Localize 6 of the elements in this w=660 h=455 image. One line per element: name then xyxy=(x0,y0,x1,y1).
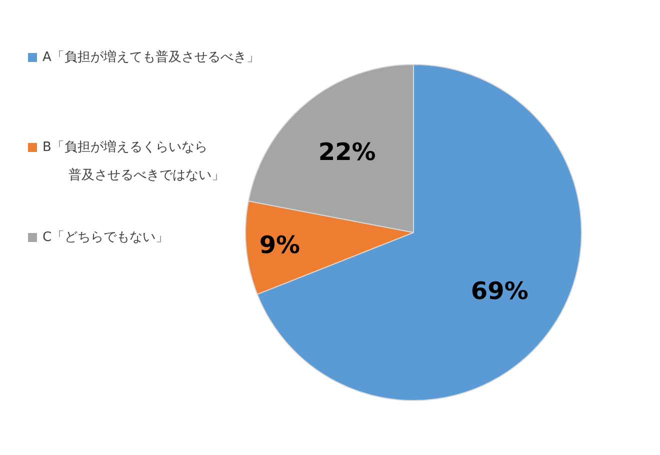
data-label: 22% xyxy=(318,138,376,166)
data-label: 69% xyxy=(470,277,528,306)
legend-label: A「負担が増えても普及させるべき」 xyxy=(42,49,260,65)
legend-label: C「どちらでもない」 xyxy=(42,230,169,245)
legend-label: B「負担が増えるくらいなら普及させるべきではない」 xyxy=(42,139,224,183)
data-label: 9% xyxy=(259,231,300,260)
